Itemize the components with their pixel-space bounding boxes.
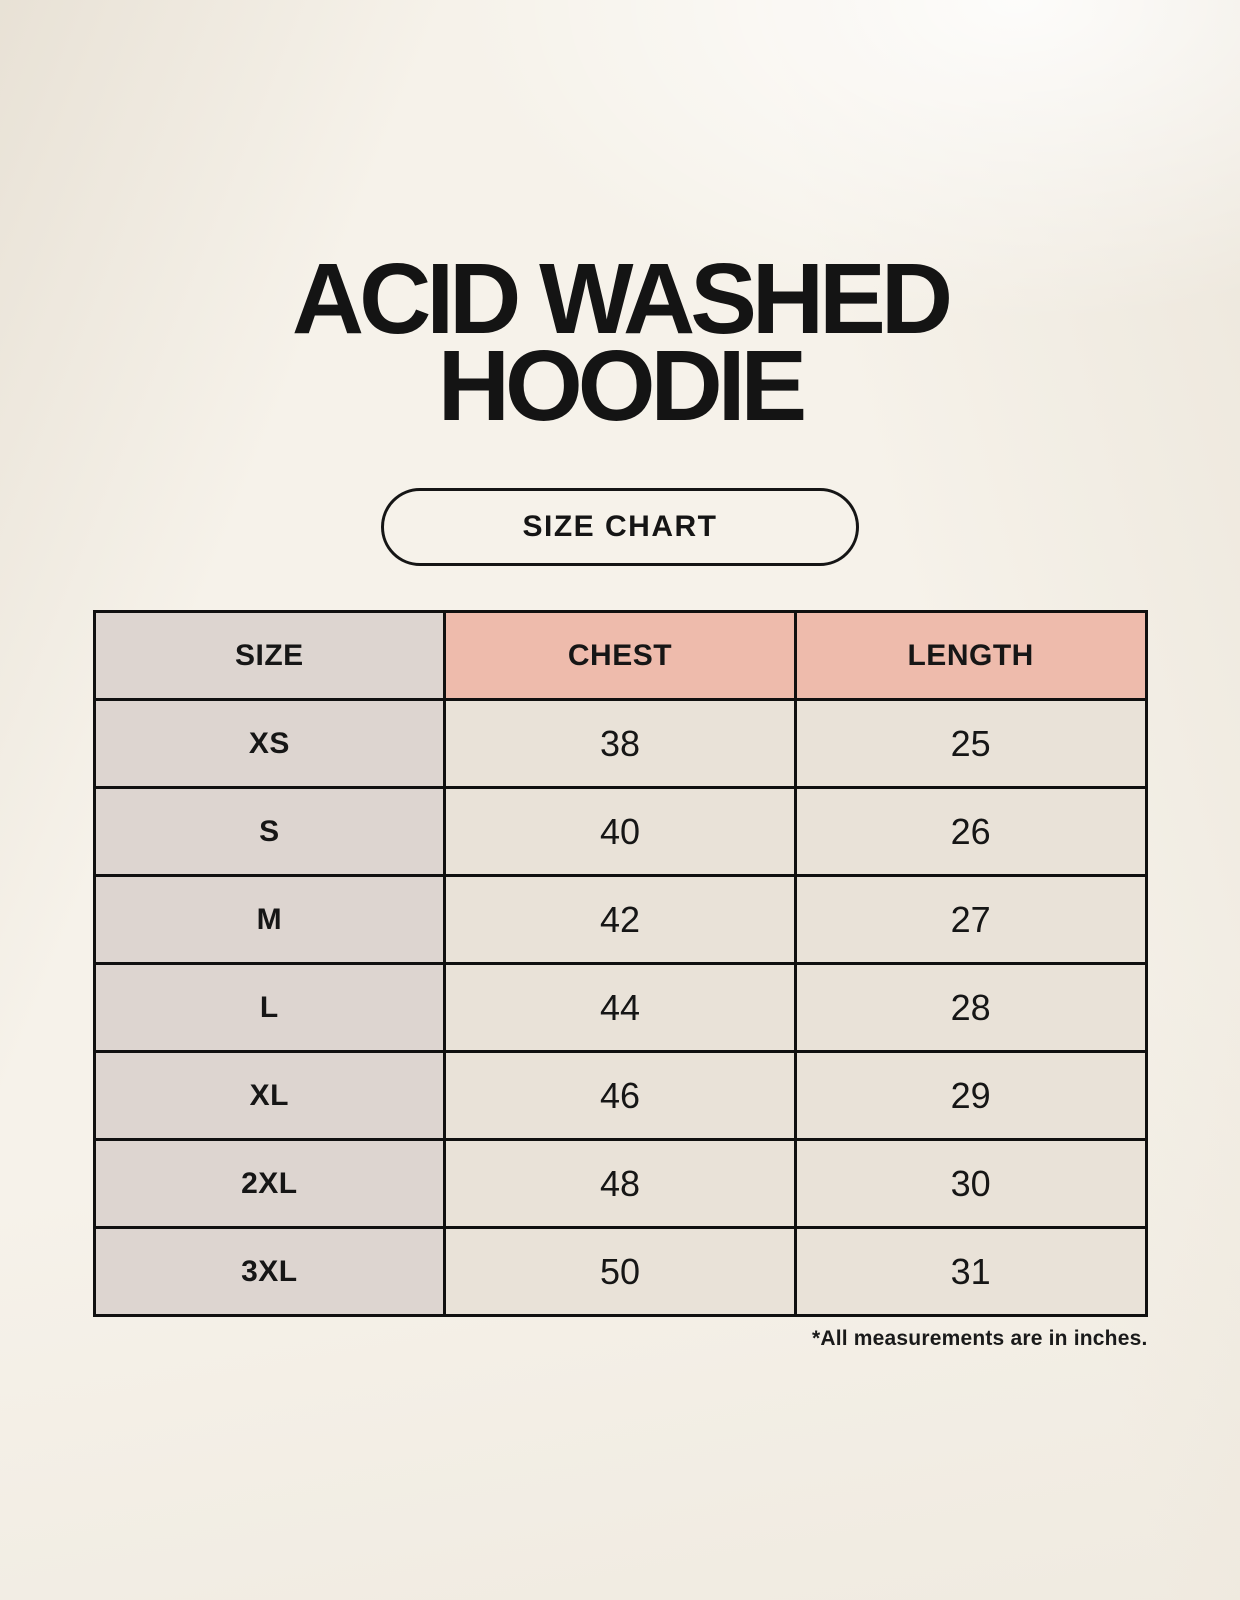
length-cell: 31 <box>793 1226 1148 1317</box>
size-chart-button[interactable]: SIZE CHART <box>381 488 859 566</box>
product-title-line-2: HOODIE <box>437 330 807 442</box>
column-header-length: LENGTH <box>793 610 1148 701</box>
chest-cell: 48 <box>443 1138 797 1229</box>
table-row-xl: XL 46 29 <box>92 1050 1148 1141</box>
chest-cell: 38 <box>443 698 797 789</box>
table-row-l: L 44 28 <box>92 962 1148 1053</box>
size-cell: XL <box>92 1050 447 1141</box>
size-chart-button-label: SIZE CHART <box>522 510 718 543</box>
size-cell: L <box>92 962 447 1053</box>
column-header-size: SIZE <box>92 610 447 701</box>
table-row-m: M 42 27 <box>92 874 1148 965</box>
size-cell: S <box>92 786 447 877</box>
length-cell: 27 <box>793 874 1148 965</box>
length-cell: 26 <box>793 786 1148 877</box>
size-cell: 2XL <box>92 1138 447 1229</box>
table-row-s: S 40 26 <box>92 786 1148 877</box>
chest-cell: 40 <box>443 786 797 877</box>
measurements-note: *All measurements are in inches. <box>811 1327 1148 1350</box>
chest-cell: 46 <box>443 1050 797 1141</box>
length-cell: 25 <box>793 698 1148 789</box>
size-cell: 3XL <box>92 1226 447 1317</box>
chest-cell: 50 <box>443 1226 797 1317</box>
size-cell: M <box>92 874 447 965</box>
size-cell: XS <box>92 698 447 789</box>
size-chart-table-head: SIZE CHEST LENGTH <box>92 610 1148 701</box>
column-header-chest: CHEST <box>443 610 797 701</box>
size-chart-table: SIZE CHEST LENGTH XS 38 25 S 40 26 M 42 … <box>92 610 1148 1317</box>
table-row-2xl: 2XL 48 30 <box>92 1138 1148 1229</box>
product-title-line-1: ACID WASHED <box>291 243 953 355</box>
length-cell: 30 <box>793 1138 1148 1229</box>
table-row-xs: XS 38 25 <box>92 698 1148 789</box>
size-chart-table-body: XS 38 25 S 40 26 M 42 27 L 44 28 XL 46 <box>92 698 1148 1317</box>
length-cell: 29 <box>793 1050 1148 1141</box>
product-title: ACID WASHED HOODIE <box>0 0 1240 442</box>
chest-cell: 44 <box>443 962 797 1053</box>
chest-cell: 42 <box>443 874 797 965</box>
header-row: SIZE CHEST LENGTH <box>92 610 1148 701</box>
length-cell: 28 <box>793 962 1148 1053</box>
table-row-3xl: 3XL 50 31 <box>92 1226 1148 1317</box>
